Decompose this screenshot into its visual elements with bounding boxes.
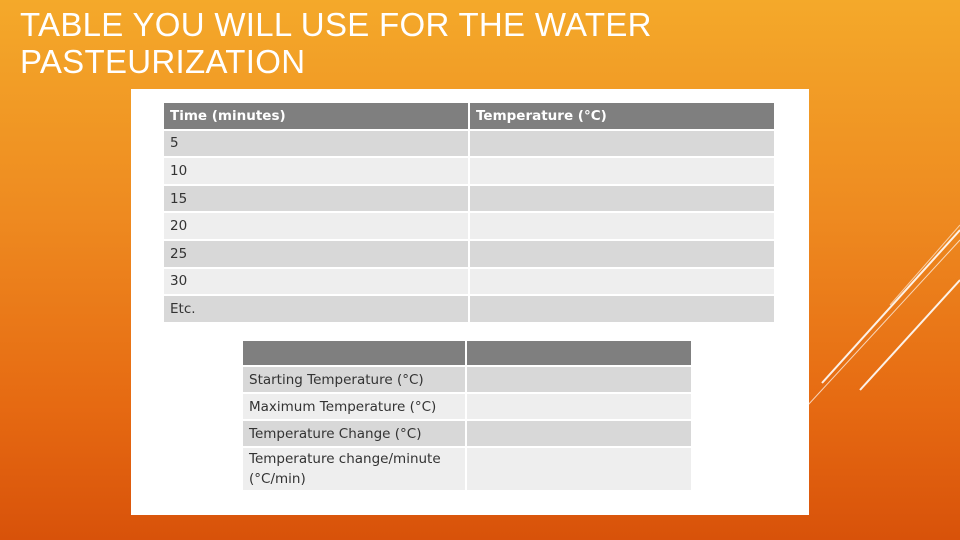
table-row: Etc. bbox=[164, 296, 774, 322]
measure-label: Maximum Temperature (°C) bbox=[243, 394, 465, 419]
table-row: Temperature Change (°C) bbox=[243, 421, 691, 446]
summary-table: Starting Temperature (°C) Maximum Temper… bbox=[241, 339, 693, 492]
table-row: Maximum Temperature (°C) bbox=[243, 394, 691, 419]
measure-label: Temperature change/minute (°C/min) bbox=[243, 448, 465, 490]
time-temperature-table: Time (minutes) Temperature (°C) 5 10 15 … bbox=[162, 101, 776, 324]
header-left bbox=[243, 341, 465, 365]
measure-value bbox=[467, 367, 691, 392]
header-time: Time (minutes) bbox=[164, 103, 468, 129]
temperature-cell bbox=[470, 213, 774, 239]
temperature-cell bbox=[470, 240, 774, 267]
table-row: Starting Temperature (°C) bbox=[243, 367, 691, 392]
slide-title: TABLE YOU WILL USE FOR THE WATER PASTEUR… bbox=[20, 6, 652, 80]
table-row: 5 bbox=[164, 130, 774, 157]
measure-value bbox=[467, 394, 691, 419]
measure-value bbox=[467, 421, 691, 446]
table-header-row: Time (minutes) Temperature (°C) bbox=[164, 103, 774, 129]
decorative-diagonal-lines bbox=[807, 224, 960, 406]
header-temperature: Temperature (°C) bbox=[470, 103, 774, 129]
temperature-cell bbox=[470, 185, 774, 212]
measure-label: Starting Temperature (°C) bbox=[243, 367, 465, 392]
time-cell: 15 bbox=[164, 185, 468, 212]
table-row: 25 bbox=[164, 240, 774, 267]
table-row: 10 bbox=[164, 158, 774, 184]
table-header-row bbox=[243, 341, 691, 365]
table-row: 20 bbox=[164, 213, 774, 239]
header-right bbox=[467, 341, 691, 365]
time-cell: 30 bbox=[164, 268, 468, 295]
time-cell: Etc. bbox=[164, 296, 468, 322]
time-cell: 25 bbox=[164, 240, 468, 267]
temperature-cell bbox=[470, 268, 774, 295]
time-cell: 5 bbox=[164, 130, 468, 157]
measure-value bbox=[467, 448, 691, 490]
table-row: Temperature change/minute (°C/min) bbox=[243, 448, 691, 490]
table-row: 30 bbox=[164, 268, 774, 295]
measure-label: Temperature Change (°C) bbox=[243, 421, 465, 446]
time-cell: 10 bbox=[164, 158, 468, 184]
table-image-panel: Time (minutes) Temperature (°C) 5 10 15 … bbox=[131, 89, 809, 515]
temperature-cell bbox=[470, 296, 774, 322]
temperature-cell bbox=[470, 158, 774, 184]
temperature-cell bbox=[470, 130, 774, 157]
time-cell: 20 bbox=[164, 213, 468, 239]
table-row: 15 bbox=[164, 185, 774, 212]
